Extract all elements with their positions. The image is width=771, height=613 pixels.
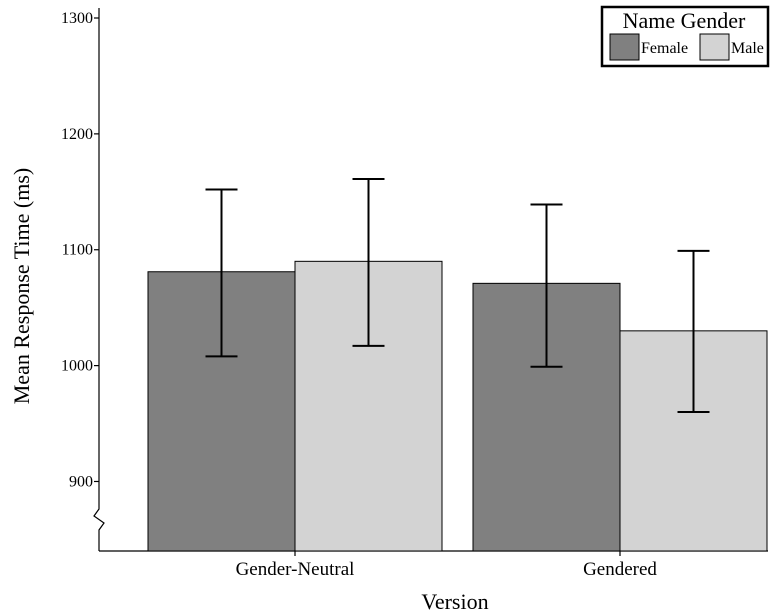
x-axis-ticks: Gender-Neutral Gendered: [236, 551, 657, 580]
legend-swatch-male: [699, 33, 730, 61]
x-tick-label: Gendered: [583, 559, 657, 580]
y-axis-line: [93, 8, 105, 551]
legend-swatch-female: [609, 33, 640, 61]
legend-label-male: Male: [731, 40, 764, 57]
y-axis-ticks: 900 1000 1100 1200 1300: [61, 10, 99, 490]
x-axis-title: Version: [421, 589, 488, 613]
legend-title: Name Gender: [623, 8, 746, 33]
y-tick-label: 1300: [61, 10, 93, 27]
legend: Name Gender Female Male: [600, 5, 770, 68]
y-tick-label: 1100: [62, 242, 93, 259]
error-bars: [205, 178, 710, 413]
y-tick-label: 900: [69, 473, 93, 490]
x-tick-label: Gender-Neutral: [236, 559, 355, 580]
y-axis-title: Mean Response Time (ms): [9, 168, 34, 405]
y-tick-label: 1200: [61, 126, 93, 143]
legend-label-female: Female: [641, 40, 688, 57]
bars: [147, 260, 768, 552]
y-tick-label: 1000: [61, 358, 93, 375]
